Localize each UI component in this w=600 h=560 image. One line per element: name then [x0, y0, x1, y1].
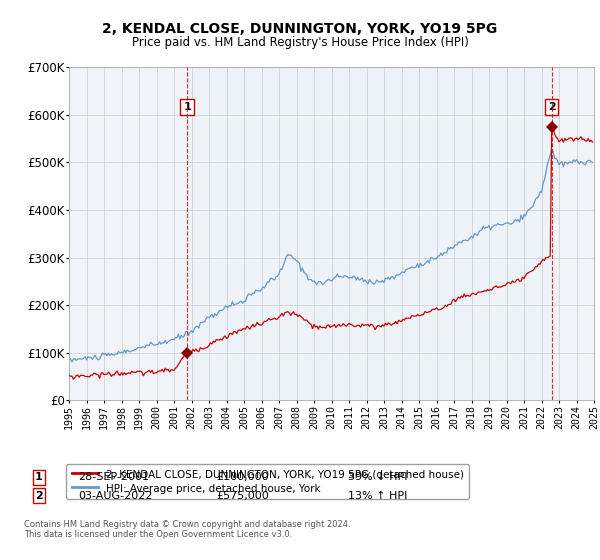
Text: £575,000: £575,000 [216, 491, 269, 501]
Text: 13% ↑ HPI: 13% ↑ HPI [348, 491, 407, 501]
Text: 2, KENDAL CLOSE, DUNNINGTON, YORK, YO19 5PG: 2, KENDAL CLOSE, DUNNINGTON, YORK, YO19 … [103, 22, 497, 36]
Text: Contains HM Land Registry data © Crown copyright and database right 2024.
This d: Contains HM Land Registry data © Crown c… [24, 520, 350, 539]
Text: 03-AUG-2022: 03-AUG-2022 [78, 491, 152, 501]
Text: £100,000: £100,000 [216, 472, 269, 482]
Text: 2: 2 [548, 102, 556, 112]
Text: 1: 1 [35, 472, 43, 482]
Text: 28-SEP-2001: 28-SEP-2001 [78, 472, 149, 482]
Bar [187, 67, 552, 400]
Text: 2: 2 [35, 491, 43, 501]
Text: Price paid vs. HM Land Registry's House Price Index (HPI): Price paid vs. HM Land Registry's House … [131, 36, 469, 49]
Legend: 2, KENDAL CLOSE, DUNNINGTON, YORK, YO19 5PG (detached house), HPI: Average price: 2, KENDAL CLOSE, DUNNINGTON, YORK, YO19 … [67, 464, 469, 499]
Text: 39% ↓ HPI: 39% ↓ HPI [348, 472, 407, 482]
Text: 1: 1 [183, 102, 191, 112]
